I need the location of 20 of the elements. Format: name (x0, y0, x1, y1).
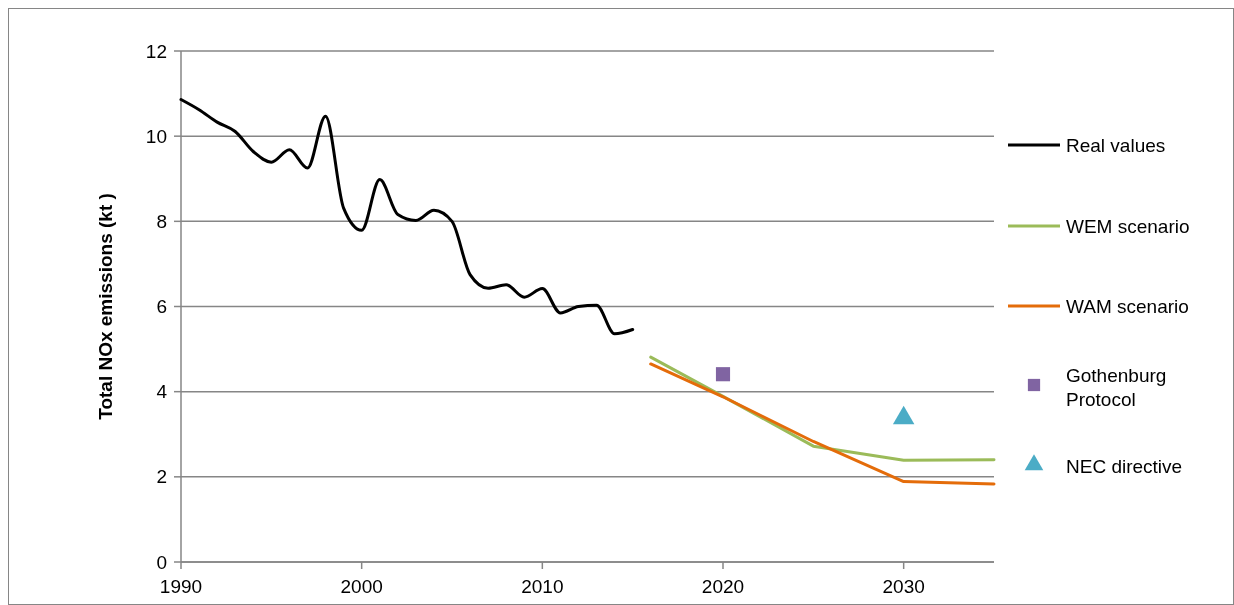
y-tick-label: 2 (156, 466, 167, 488)
y-tick-label: 12 (145, 40, 167, 62)
y-tick-label: 0 (156, 551, 167, 573)
legend-label: NEC directive (1066, 455, 1183, 477)
x-tick-label: 2010 (521, 575, 564, 597)
y-tick-label: 8 (156, 210, 167, 232)
y-tick-label: 6 (156, 296, 167, 318)
y-tick-label: 4 (156, 381, 168, 403)
x-tick-label: 2030 (882, 575, 925, 597)
legend-label: WEM scenario (1066, 215, 1190, 237)
y-axis-title: Total NOx emissions (kt ) (95, 193, 116, 420)
line-series (179, 98, 635, 336)
line-series (649, 362, 996, 486)
x-tick-label: 2000 (340, 575, 383, 597)
legend-label: WAM scenario (1066, 295, 1189, 317)
x-tick-label: 2020 (701, 575, 745, 597)
y-tick-label: 10 (145, 125, 167, 147)
legend-label: Gothenburg Protocol (1066, 364, 1167, 411)
legend-label: Real values (1066, 134, 1166, 156)
x-tick-label: 1990 (159, 575, 203, 597)
